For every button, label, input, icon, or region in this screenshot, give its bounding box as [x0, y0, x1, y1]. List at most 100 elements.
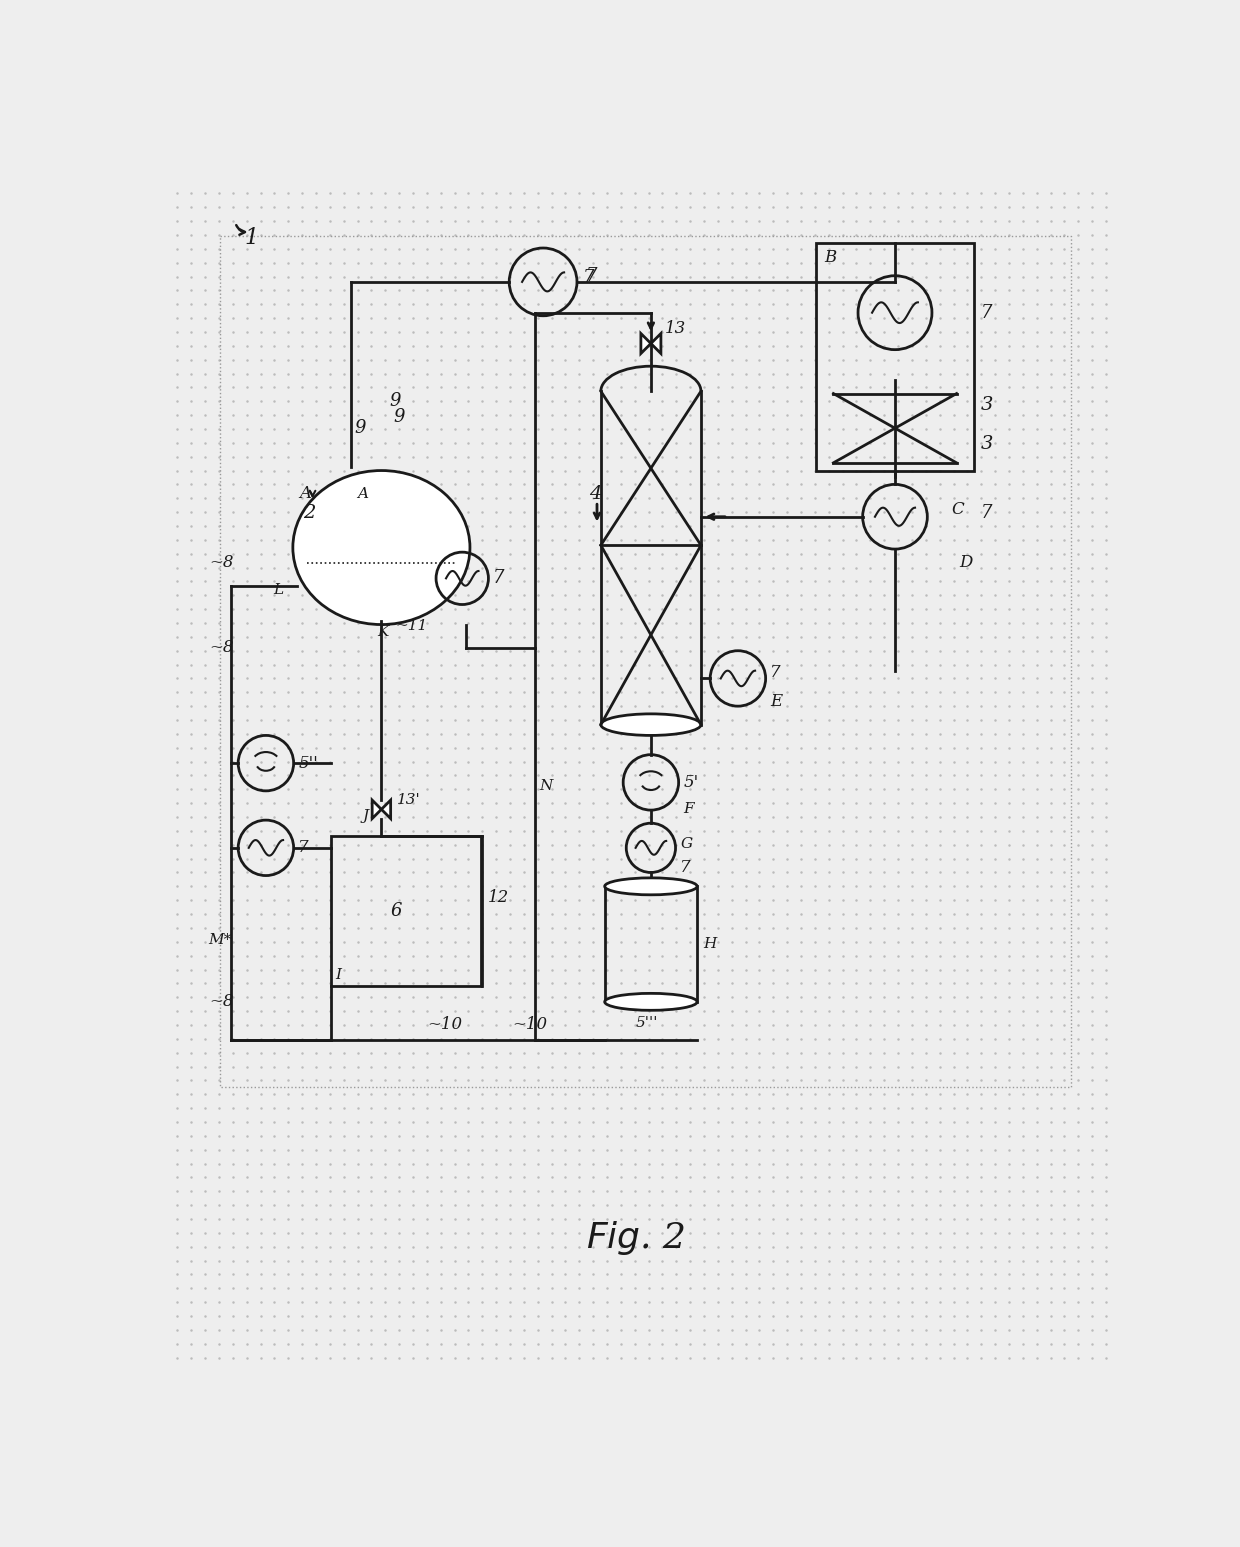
Point — [681, 667, 701, 692]
Point — [735, 278, 755, 303]
Point — [181, 846, 201, 871]
Point — [722, 1193, 742, 1217]
Point — [334, 791, 353, 815]
Point — [320, 625, 340, 650]
Point — [528, 528, 548, 552]
Point — [293, 347, 312, 371]
Point — [598, 1054, 618, 1078]
Point — [237, 251, 257, 275]
Point — [930, 1221, 950, 1245]
Point — [916, 846, 936, 871]
Point — [1069, 402, 1089, 427]
Point — [500, 693, 520, 718]
Point — [888, 292, 908, 317]
Point — [652, 1248, 672, 1273]
Point — [985, 902, 1004, 927]
Point — [722, 1137, 742, 1162]
Point — [403, 999, 423, 1024]
Text: ~10: ~10 — [428, 1016, 463, 1033]
Point — [223, 472, 243, 497]
Point — [223, 804, 243, 829]
Point — [513, 1081, 533, 1106]
Point — [681, 681, 701, 705]
Point — [957, 1304, 977, 1329]
Point — [1054, 597, 1074, 622]
Point — [1069, 667, 1089, 692]
Point — [278, 514, 298, 538]
Point — [569, 1067, 589, 1092]
Point — [764, 251, 784, 275]
Point — [708, 1109, 728, 1134]
Point — [777, 306, 797, 331]
Point — [708, 486, 728, 511]
Point — [888, 1026, 908, 1050]
Point — [1069, 1179, 1089, 1204]
Point — [847, 360, 867, 385]
Point — [403, 1193, 423, 1217]
Point — [818, 972, 838, 996]
Point — [1096, 541, 1116, 566]
Point — [528, 707, 548, 732]
Point — [818, 320, 838, 345]
Point — [735, 251, 755, 275]
Point — [735, 486, 755, 511]
Point — [944, 888, 963, 913]
Point — [625, 1067, 645, 1092]
Point — [666, 930, 686, 954]
Point — [833, 667, 853, 692]
Point — [818, 1179, 838, 1204]
Point — [1013, 430, 1033, 455]
Point — [500, 486, 520, 511]
Point — [888, 1165, 908, 1190]
Point — [944, 360, 963, 385]
Point — [445, 1026, 465, 1050]
Point — [500, 985, 520, 1010]
Point — [957, 334, 977, 359]
Point — [583, 292, 603, 317]
Point — [611, 818, 631, 843]
Point — [722, 1026, 742, 1050]
Point — [735, 1207, 755, 1231]
Point — [901, 583, 921, 608]
Point — [833, 1054, 853, 1078]
Point — [264, 749, 284, 774]
Point — [847, 292, 867, 317]
Point — [1083, 667, 1102, 692]
Point — [888, 251, 908, 275]
Point — [278, 1095, 298, 1120]
Point — [389, 888, 409, 913]
Point — [985, 278, 1004, 303]
Point — [1096, 930, 1116, 954]
Point — [611, 693, 631, 718]
Point — [901, 1248, 921, 1273]
Point — [598, 888, 618, 913]
Point — [818, 735, 838, 760]
Point — [430, 860, 450, 885]
Point — [583, 888, 603, 913]
Point — [500, 1123, 520, 1148]
Point — [195, 347, 215, 371]
Point — [735, 860, 755, 885]
Point — [556, 625, 575, 650]
Point — [167, 292, 187, 317]
Point — [930, 1026, 950, 1050]
Point — [818, 930, 838, 954]
Point — [888, 667, 908, 692]
Point — [694, 1318, 714, 1343]
Point — [293, 1221, 312, 1245]
Point — [1083, 541, 1102, 566]
Point — [598, 930, 618, 954]
Point — [805, 1151, 825, 1176]
Point — [791, 902, 811, 927]
Point — [916, 334, 936, 359]
Point — [833, 707, 853, 732]
Point — [583, 777, 603, 801]
Point — [818, 555, 838, 580]
Point — [210, 209, 229, 234]
Point — [542, 693, 562, 718]
Point — [486, 486, 506, 511]
Point — [542, 334, 562, 359]
Point — [833, 874, 853, 899]
Point — [1040, 639, 1060, 664]
Point — [528, 639, 548, 664]
